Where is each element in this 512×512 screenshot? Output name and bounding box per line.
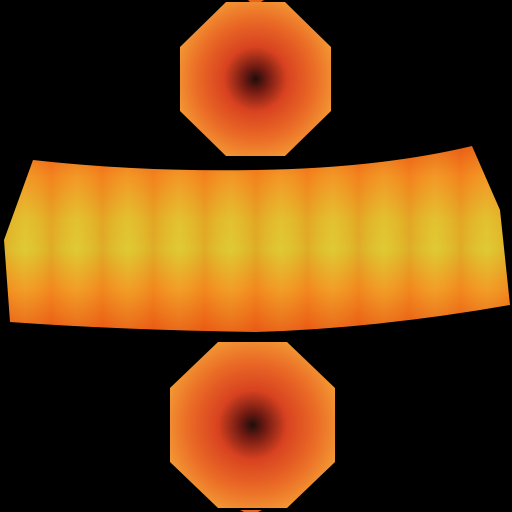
bottom-cap (170, 342, 335, 508)
center-band (4, 146, 510, 332)
top-cap (180, 2, 331, 156)
